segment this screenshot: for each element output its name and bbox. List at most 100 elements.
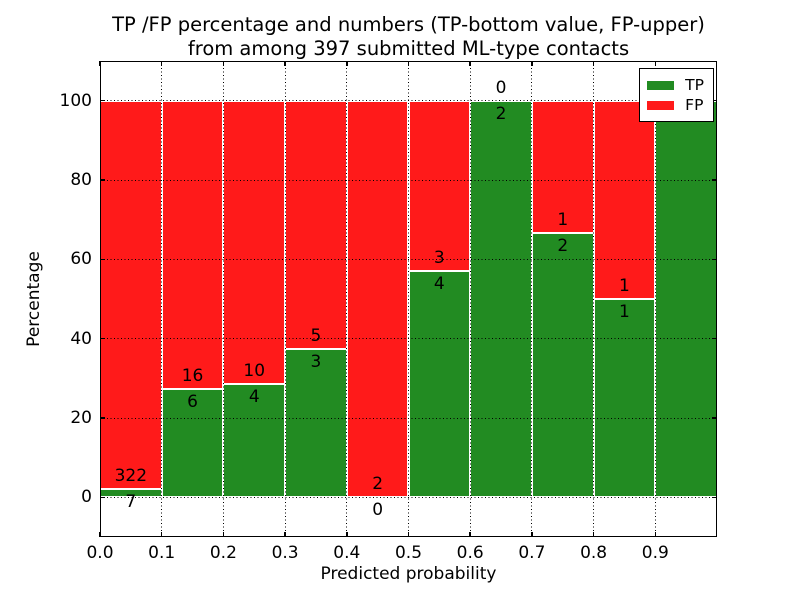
gridline-vertical xyxy=(593,61,595,537)
bar-segment-fp xyxy=(593,100,656,299)
x-tick-mark xyxy=(222,532,225,537)
x-tick-label: 0.4 xyxy=(333,543,361,563)
bar-segment-tp xyxy=(408,270,471,498)
x-tick-mark-top xyxy=(222,61,225,66)
fp-count-label: 1 xyxy=(619,276,630,296)
x-tick-label: 0.2 xyxy=(209,543,237,563)
x-tick-mark xyxy=(160,532,163,537)
bar-segment-fp xyxy=(346,100,409,498)
y-tick-mark xyxy=(100,179,105,181)
bar-segment-fp xyxy=(100,100,162,489)
tp-count-label: 4 xyxy=(433,273,445,294)
x-tick-mark xyxy=(346,532,348,537)
x-tick-mark xyxy=(531,532,533,537)
tp-count-label: 1 xyxy=(619,302,630,322)
x-tick-mark xyxy=(654,532,657,537)
gridline-vertical xyxy=(346,61,348,537)
legend-swatch-fp xyxy=(647,100,675,110)
legend-item-fp: FP xyxy=(647,95,704,115)
y-tick-mark-right xyxy=(712,417,717,419)
tp-count-label: 0 xyxy=(372,500,384,521)
fp-count-label: 16 xyxy=(181,366,204,387)
y-tick-mark xyxy=(100,337,105,340)
y-tick-mark-right xyxy=(712,258,717,261)
chart-title-line2: from among 397 submitted ML-type contact… xyxy=(187,37,630,60)
y-tick-mark xyxy=(100,417,105,419)
x-tick-mark xyxy=(99,532,101,537)
fp-count-label: 1 xyxy=(557,209,569,230)
tp-count-label: 7 xyxy=(125,491,137,512)
bar-segment-tp xyxy=(470,100,532,498)
gridline-vertical xyxy=(284,61,286,537)
x-tick-mark-top xyxy=(531,61,533,66)
bar-segment-fp xyxy=(161,100,224,390)
x-tick-label: 0.5 xyxy=(394,543,423,563)
gridline-vertical xyxy=(469,61,471,537)
gridline-vertical xyxy=(161,61,163,537)
x-tick-label: 0.8 xyxy=(580,543,608,563)
tp-count-label: 6 xyxy=(187,392,198,413)
x-tick-mark xyxy=(284,532,286,537)
x-tick-label: 0.0 xyxy=(86,543,114,563)
bar-segment-tp xyxy=(655,100,717,498)
y-tick-label: 20 xyxy=(70,408,92,428)
y-tick-label: 40 xyxy=(70,328,92,349)
y-tick-mark-right xyxy=(712,337,717,340)
x-tick-mark-top xyxy=(346,61,348,66)
tp-count-label: 2 xyxy=(557,235,569,256)
y-tick-mark-right xyxy=(712,99,717,102)
x-tick-mark-top xyxy=(407,61,410,66)
fp-count-label: 3 xyxy=(433,247,445,268)
y-tick-label: 100 xyxy=(59,90,92,111)
chart-title: TP /FP percentage and numbers (TP-bottom… xyxy=(100,13,717,61)
fp-count-label: 322 xyxy=(114,465,148,486)
gridline-vertical xyxy=(654,61,656,537)
bar-segment-tp xyxy=(223,384,286,498)
x-tick-mark-top xyxy=(592,61,595,66)
x-tick-mark-top xyxy=(469,61,471,66)
bar-segment-fp xyxy=(285,100,347,349)
y-tick-label: 0 xyxy=(81,487,92,508)
y-tick-mark xyxy=(100,258,105,261)
chart-title-line1: TP /FP percentage and numbers (TP-bottom… xyxy=(112,13,705,36)
bar-segment-fp xyxy=(408,100,471,271)
legend: TP FP xyxy=(639,68,714,122)
fp-count-label: 0 xyxy=(495,77,507,98)
x-tick-mark xyxy=(407,532,410,537)
legend-label: TP xyxy=(685,76,704,94)
bar-segment-tp xyxy=(593,299,656,498)
y-tick-mark-right xyxy=(712,496,717,499)
tp-count-label: 3 xyxy=(310,351,322,372)
bar-segment-tp xyxy=(285,348,347,498)
gridline-vertical xyxy=(531,61,533,537)
bar-segment-tp xyxy=(161,389,224,498)
x-tick-mark-top xyxy=(654,61,657,66)
legend-item-tp: TP xyxy=(647,75,704,95)
legend-label: FP xyxy=(685,96,704,114)
gridline-vertical xyxy=(222,61,224,537)
x-tick-label: 0.9 xyxy=(641,543,669,563)
y-tick-mark-right xyxy=(712,179,717,181)
fp-count-label: 5 xyxy=(310,325,322,346)
x-tick-mark-top xyxy=(160,61,163,66)
gridline-vertical xyxy=(408,61,409,537)
x-tick-label: 0.1 xyxy=(148,543,176,563)
tp-count-label: 4 xyxy=(248,387,260,407)
x-tick-label: 0.3 xyxy=(271,543,299,563)
x-tick-mark xyxy=(469,532,471,537)
y-tick-mark xyxy=(100,496,105,499)
y-tick-label: 80 xyxy=(70,170,92,190)
x-tick-mark-top xyxy=(284,61,286,66)
tp-count-label: 2 xyxy=(495,103,507,124)
fp-count-label: 10 xyxy=(243,361,266,381)
x-tick-label: 0.7 xyxy=(518,543,546,563)
bar-segment-tp xyxy=(531,232,594,498)
x-tick-label: 0.6 xyxy=(456,543,484,563)
y-tick-label: 60 xyxy=(70,249,92,270)
bar-segment-fp xyxy=(223,100,286,384)
y-tick-mark xyxy=(100,99,105,102)
fp-count-label: 2 xyxy=(372,474,384,495)
x-tick-mark-top xyxy=(99,61,101,66)
